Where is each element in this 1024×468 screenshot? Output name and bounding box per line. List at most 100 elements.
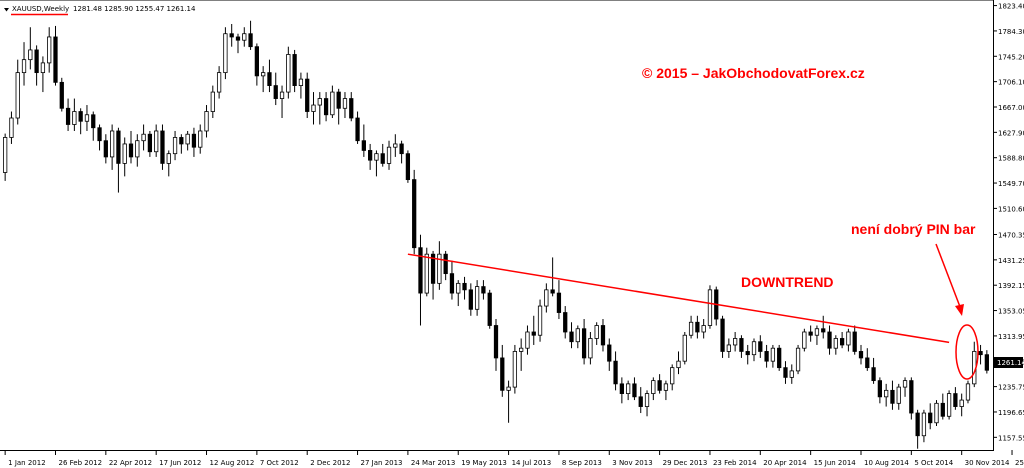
candle [506, 380, 511, 423]
bear-candle-body [953, 393, 958, 407]
candle [940, 393, 945, 420]
bull-candle-body [3, 137, 8, 173]
bull-candle-body [707, 289, 713, 326]
candle [550, 257, 555, 297]
current-price-label: 1261.14 [997, 359, 1024, 367]
candle [651, 377, 656, 401]
bear-candle-body [97, 127, 102, 142]
candle [581, 319, 587, 365]
bear-candle-body [229, 33, 234, 38]
candle [9, 111, 14, 144]
bear-candle-body [179, 137, 184, 145]
bear-candle-body [191, 133, 197, 148]
chart-header: XAUUSD,Weekly 1281.48 1285.90 1255.47 12… [4, 5, 196, 16]
candle [305, 72, 310, 119]
bull-candle-body [537, 305, 543, 336]
bear-candle-body [783, 367, 788, 378]
candle [902, 377, 908, 397]
price-tick-label: 1157.55 [998, 434, 1024, 442]
bull-candle-body [386, 146, 392, 164]
bull-candle-body [286, 54, 291, 93]
candle [405, 150, 411, 183]
candle [487, 289, 492, 329]
bear-candle-body [412, 179, 417, 249]
bear-candle-body [361, 140, 366, 151]
candle [468, 283, 473, 316]
candle [764, 344, 769, 368]
time-tick-label: 17 Jun 2012 [159, 459, 201, 467]
time-tick-label: 3 Nov 2013 [612, 459, 652, 467]
candle [456, 280, 461, 307]
candle [814, 325, 820, 345]
candle [298, 72, 304, 99]
triangle-down-icon[interactable] [4, 8, 9, 12]
candle [292, 49, 297, 93]
bull-candle-body [751, 341, 757, 356]
candle [223, 27, 228, 80]
candle [386, 140, 392, 170]
bear-candle-body [569, 331, 574, 343]
bear-candle-body [449, 273, 455, 294]
price-tick-label: 1588.80 [998, 155, 1024, 163]
downtrend-line [407, 253, 950, 344]
bull-candle-body [47, 36, 52, 64]
time-tick-label: 23 Feb 2014 [713, 459, 757, 467]
bear-candle-body [915, 412, 920, 437]
bear-candle-body [78, 111, 83, 122]
candle [493, 319, 499, 371]
candle [374, 150, 379, 177]
downtrend-annotation: DOWNTREND [741, 274, 834, 290]
bull-candle-body [242, 33, 247, 41]
candle [789, 364, 794, 384]
bear-candle-body [764, 351, 769, 362]
candle [21, 42, 27, 86]
time-tick-label: 14 Jul 2013 [512, 459, 552, 467]
candle [682, 331, 687, 365]
candle [103, 134, 108, 164]
candle [795, 344, 801, 375]
candle [959, 393, 964, 417]
price-tick-label: 1549.70 [998, 180, 1024, 188]
candle [323, 92, 329, 122]
candle [619, 377, 624, 404]
bull-candle-body [726, 344, 731, 352]
time-tick-label: 8 Sep 2013 [562, 459, 602, 467]
candle [399, 140, 404, 164]
candle [770, 344, 776, 368]
candle [28, 27, 33, 70]
bear-candle-body [399, 143, 404, 155]
bear-candle-body [34, 49, 39, 74]
bull-candle-body [795, 347, 801, 372]
bull-candle-body [185, 133, 190, 145]
bull-candle-body [204, 111, 209, 132]
bear-candle-body [720, 318, 725, 352]
arrow-head-icon [955, 304, 964, 316]
bear-candle-body [65, 107, 71, 125]
price-tick-label: 1510.60 [998, 205, 1024, 213]
price-tick-label: 1706.10 [998, 79, 1024, 87]
symbol-label[interactable]: XAUUSD,Weekly [12, 5, 69, 13]
time-tick-label: 27 Jan 2013 [361, 459, 403, 467]
candle [154, 124, 159, 157]
current-price-bg [994, 357, 1023, 368]
candle [984, 350, 989, 374]
candle [229, 23, 234, 47]
bear-candle-body [468, 289, 473, 310]
bear-candle-body [273, 85, 278, 99]
candle [248, 20, 253, 50]
candle [109, 124, 115, 170]
candle [865, 348, 870, 371]
bear-candle-body [248, 33, 253, 48]
candle [210, 85, 215, 119]
highlight-ellipse [955, 324, 979, 380]
candle [720, 315, 725, 358]
bull-candle-body [40, 62, 46, 74]
bull-candle-body [896, 386, 901, 404]
bull-candle-body [122, 143, 127, 164]
bull-candle-body [701, 325, 706, 333]
candle [191, 127, 197, 157]
bull-candle-body [311, 104, 316, 112]
candle [846, 328, 851, 352]
time-tick-label: 25 Jan 2015 [1015, 459, 1024, 467]
